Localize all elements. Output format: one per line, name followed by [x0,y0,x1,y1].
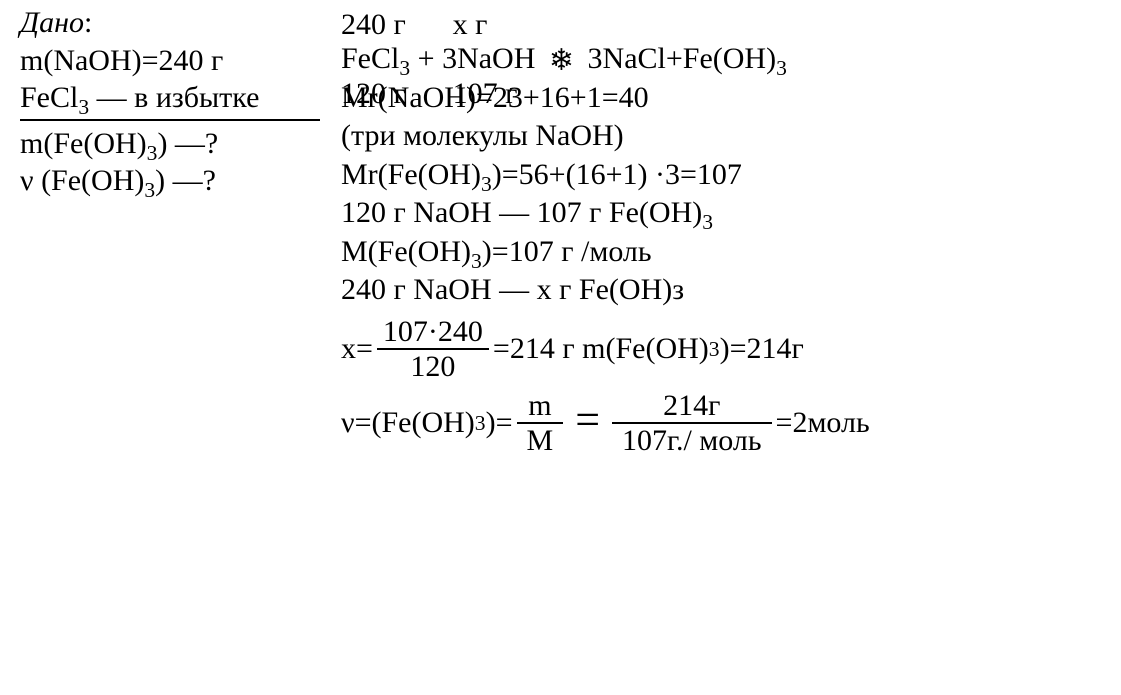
rhs-feoh3: Fe(OH)3 [683,42,787,75]
mr-feoh3-b: )=56+(16+1) ·3=107 [492,158,742,191]
x-result-a: =214 г m(Fe(OH) [493,332,709,366]
nu-equation-line: ν=(Fe(OH)3)= m M = 214г 107г./ моль =2мо… [341,389,1111,457]
proportion-240-line: 240 г NaOH — x г Fe(OH)з [341,271,1111,309]
solution-column: 240 г FeCl3 120 г + x г 3NaOH 107 г ❄ 3N… [335,4,1111,457]
x-equation-line: x= 107·240 120 =214 г m(Fe(OH)3)=214г [341,315,1111,383]
find-mol-line: ν (Fe(OH)3) —? [20,162,335,200]
given-fecl3-excess: FeCl3 — в избытке [20,79,335,117]
rhs-nacl: 3NaCl [588,42,666,75]
given-title-text: Дано [20,6,84,39]
fraction-214-over-107: 214г 107г./ моль [612,389,772,457]
reaction-snowflake-icon: ❄ [549,42,574,80]
nu-pre: ν=(Fe(OH) [341,406,475,440]
coef-3-naoh: 3 [442,42,457,75]
x-equals: x= [341,332,373,366]
frac1-num: 107·240 [377,315,489,348]
mass-naoh-label: m(NaOH)= [20,44,159,77]
x-result-b: )=214г [720,332,804,366]
mass-naoh-value: 240 г [159,44,224,77]
given-column: Дано: m(NaOH)=240 г FeCl3 — в избытке m(… [20,4,335,200]
frac1-den: 120 [377,348,489,383]
plus-1: + [418,42,435,75]
M-feoh3-b: )=107 г /моль [482,235,652,268]
content-row: Дано: m(NaOH)=240 г FeCl3 — в избытке m(… [20,4,1111,457]
naoh-formula: 3NaOH [442,42,535,75]
find-mass-line: m(Fe(OH)3) —? [20,125,335,163]
three-molecules-line: (три молекулы NaOH) [341,117,1111,155]
frac2-num: m [517,389,564,422]
proportion-120-line: 120 г NaOH — 107 г Fe(OH)3 [341,194,1111,232]
fraction-107x240-over-120: 107·240 120 [377,315,489,383]
annot-fecl3: 240 г FeCl3 120 г [341,42,418,75]
given-divider [20,119,320,121]
prop-120-text: 120 г NaOH — 107 г Fe(OH) [341,196,702,229]
nu-mid: )= [486,406,513,440]
over-xg: x г [453,10,488,40]
fraction-m-over-M: m M [517,389,564,457]
mr-feoh3-a: Mr(Fe(OH) [341,158,481,191]
given-title: Дано: [20,4,335,42]
M-feoh3-a: M(Fe(OH) [341,235,471,268]
nu-result: =2моль [776,406,870,440]
given-mass-naoh: m(NaOH)=240 г [20,42,335,80]
annot-naoh: x г 3NaOH 107 г [435,42,543,75]
plus-2: + [666,42,683,75]
given-title-colon: : [84,6,92,39]
under-120g: 120 г [341,79,406,109]
frac3-den: 107г./ моль [612,422,772,457]
frac3-num: 214г [612,389,772,422]
frac2-den: M [517,422,564,457]
mr-feoh3-line: Mr(Fe(OH)3)=56+(16+1) ·3=107 [341,156,1111,194]
over-240g: 240 г [341,10,406,40]
fecl3-formula: FeCl3 [341,42,410,75]
under-107g: 107 г [453,79,518,109]
molar-mass-line: M(Fe(OH)3)=107 г /моль [341,233,1111,271]
reaction-equation: 240 г FeCl3 120 г + x г 3NaOH 107 г ❄ 3N… [341,40,1111,78]
coef-3-nacl: 3 [588,42,603,75]
